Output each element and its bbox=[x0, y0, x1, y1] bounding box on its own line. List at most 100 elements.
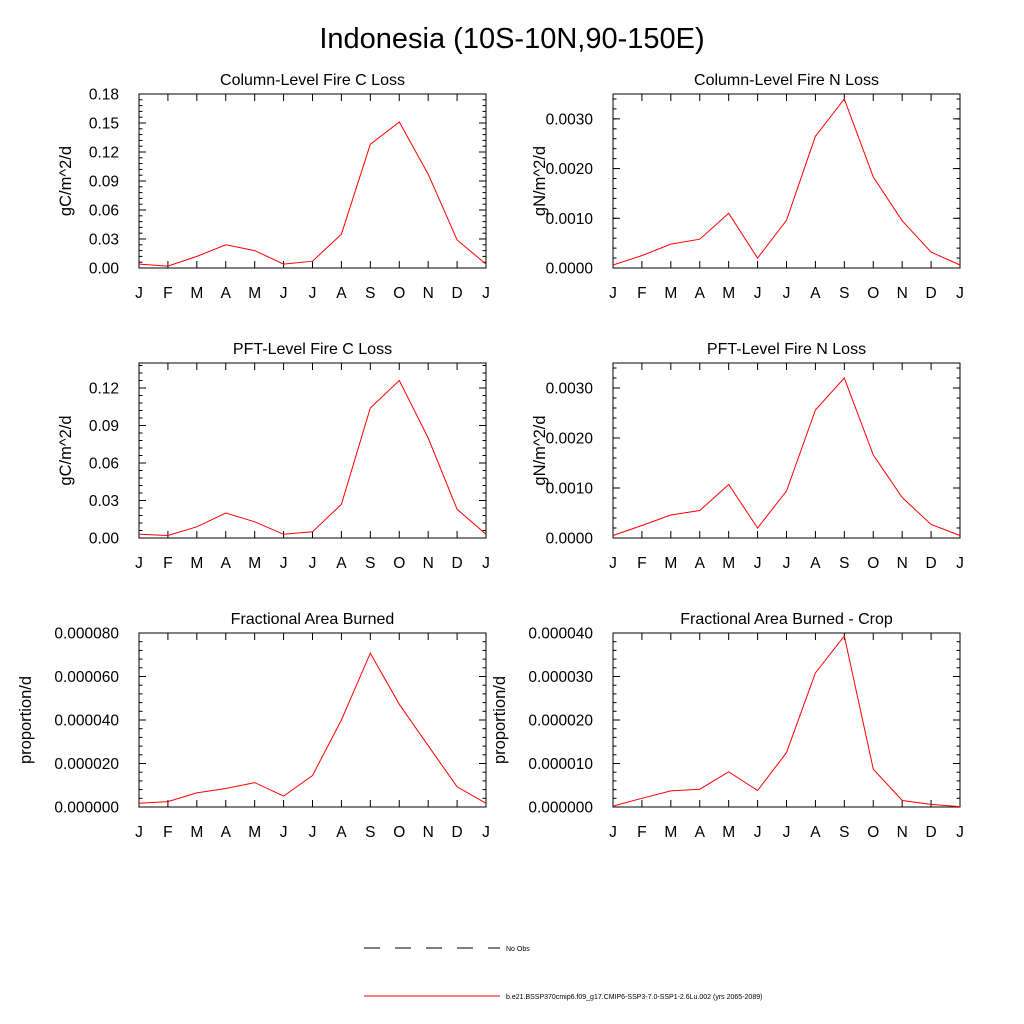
x-tick-label: A bbox=[221, 285, 232, 302]
x-tick-label: J bbox=[754, 285, 762, 302]
legend: No Obs b.e21.BSSP370cmip6.f09_g17.CMIP6-S… bbox=[364, 946, 762, 1001]
x-tick-label: M bbox=[190, 555, 203, 572]
x-tick-label: A bbox=[810, 555, 821, 572]
x-tick-label: J bbox=[309, 285, 317, 302]
x-tick-label: S bbox=[365, 285, 375, 302]
x-tick-label: A bbox=[695, 824, 706, 841]
x-tick-label: N bbox=[897, 555, 908, 572]
plot-frame bbox=[138, 93, 487, 269]
x-tick-label: M bbox=[664, 555, 677, 572]
x-tick-label: M bbox=[248, 824, 261, 841]
x-tick-label: M bbox=[248, 555, 261, 572]
x-tick-label: D bbox=[925, 555, 936, 572]
y-tick-label: 0.09 bbox=[89, 174, 119, 191]
x-tick-label: J bbox=[482, 824, 490, 841]
x-tick-label: F bbox=[637, 824, 646, 841]
x-tick-label: M bbox=[190, 824, 203, 841]
y-axis-label: proportion/d bbox=[17, 676, 35, 764]
x-tick-label: S bbox=[839, 555, 849, 572]
x-tick-label: J bbox=[783, 824, 791, 841]
y-tick-label: 0.000000 bbox=[528, 800, 593, 817]
x-tick-label: J bbox=[280, 824, 288, 841]
x-tick-label: D bbox=[451, 824, 462, 841]
x-tick-label: F bbox=[637, 285, 646, 302]
main-title: Indonesia (10S-10N,90-150E) bbox=[319, 23, 705, 55]
y-tick-label: 0.03 bbox=[89, 232, 119, 249]
x-tick-label: J bbox=[956, 285, 964, 302]
x-tick-label: M bbox=[722, 555, 735, 572]
x-tick-label: O bbox=[867, 824, 879, 841]
plot-frame bbox=[612, 362, 961, 539]
x-tick-label: J bbox=[482, 285, 490, 302]
x-tick-label: N bbox=[423, 824, 434, 841]
x-tick-label: A bbox=[221, 824, 232, 841]
x-tick-label: J bbox=[135, 285, 143, 302]
x-tick-label: J bbox=[280, 555, 288, 572]
x-tick-label: F bbox=[163, 555, 172, 572]
x-tick-label: O bbox=[393, 824, 405, 841]
x-tick-label: F bbox=[637, 555, 646, 572]
x-tick-label: J bbox=[609, 285, 617, 302]
x-tick-label: J bbox=[135, 824, 143, 841]
x-tick-label: A bbox=[336, 285, 347, 302]
y-tick-label: 0.0020 bbox=[546, 161, 594, 178]
x-tick-label: O bbox=[867, 285, 879, 302]
x-tick-label: M bbox=[664, 824, 677, 841]
y-axis-label: proportion/d bbox=[491, 676, 509, 764]
legend-obs-label: No Obs bbox=[506, 946, 530, 953]
panel-title: Fractional Area Burned - Crop bbox=[680, 611, 893, 628]
x-tick-label: J bbox=[956, 555, 964, 572]
y-tick-label: 0.00 bbox=[89, 261, 120, 278]
y-tick-label: 0.0010 bbox=[546, 211, 594, 228]
y-tick-label: 0.12 bbox=[89, 381, 119, 398]
x-tick-label: M bbox=[190, 285, 203, 302]
x-tick-label: J bbox=[754, 824, 762, 841]
y-tick-label: 0.000020 bbox=[54, 756, 119, 773]
x-tick-label: F bbox=[163, 285, 172, 302]
y-tick-label: 0.06 bbox=[89, 456, 119, 473]
plot-frame bbox=[138, 362, 487, 539]
y-tick-label: 0.000010 bbox=[528, 756, 593, 773]
x-tick-label: S bbox=[839, 824, 849, 841]
y-tick-label: 0.09 bbox=[89, 418, 119, 435]
x-tick-label: N bbox=[423, 285, 434, 302]
y-tick-label: 0.000060 bbox=[54, 669, 119, 686]
y-tick-label: 0.00 bbox=[89, 531, 120, 548]
series-line bbox=[612, 97, 961, 266]
y-tick-label: 0.0010 bbox=[546, 481, 594, 498]
x-tick-label: M bbox=[722, 824, 735, 841]
x-tick-label: F bbox=[163, 824, 172, 841]
x-tick-label: A bbox=[810, 824, 821, 841]
plot-frame bbox=[612, 93, 961, 269]
series-line bbox=[138, 121, 487, 267]
x-tick-label: A bbox=[695, 285, 706, 302]
y-tick-label: 0.0030 bbox=[546, 381, 594, 398]
y-tick-label: 0.06 bbox=[89, 203, 119, 220]
x-tick-label: O bbox=[393, 285, 405, 302]
y-axis-label: gC/m^2/d bbox=[57, 146, 75, 216]
x-tick-label: J bbox=[309, 555, 317, 572]
x-tick-label: A bbox=[695, 555, 706, 572]
series-line bbox=[138, 652, 487, 804]
y-tick-label: 0.03 bbox=[89, 493, 119, 510]
x-tick-label: J bbox=[754, 555, 762, 572]
y-tick-label: 0.000020 bbox=[528, 713, 593, 730]
x-tick-label: A bbox=[810, 285, 821, 302]
y-axis-label: gC/m^2/d bbox=[57, 415, 75, 485]
x-tick-label: D bbox=[925, 824, 936, 841]
x-tick-label: N bbox=[423, 555, 434, 572]
y-tick-label: 0.0000 bbox=[546, 261, 594, 278]
x-tick-label: N bbox=[897, 285, 908, 302]
y-tick-label: 0.0020 bbox=[546, 431, 594, 448]
y-tick-label: 0.0030 bbox=[546, 111, 594, 128]
x-tick-label: A bbox=[221, 555, 232, 572]
y-tick-label: 0.12 bbox=[89, 145, 119, 162]
x-tick-label: M bbox=[722, 285, 735, 302]
panel-title: Column-Level Fire C Loss bbox=[220, 72, 405, 89]
x-tick-label: J bbox=[783, 285, 791, 302]
